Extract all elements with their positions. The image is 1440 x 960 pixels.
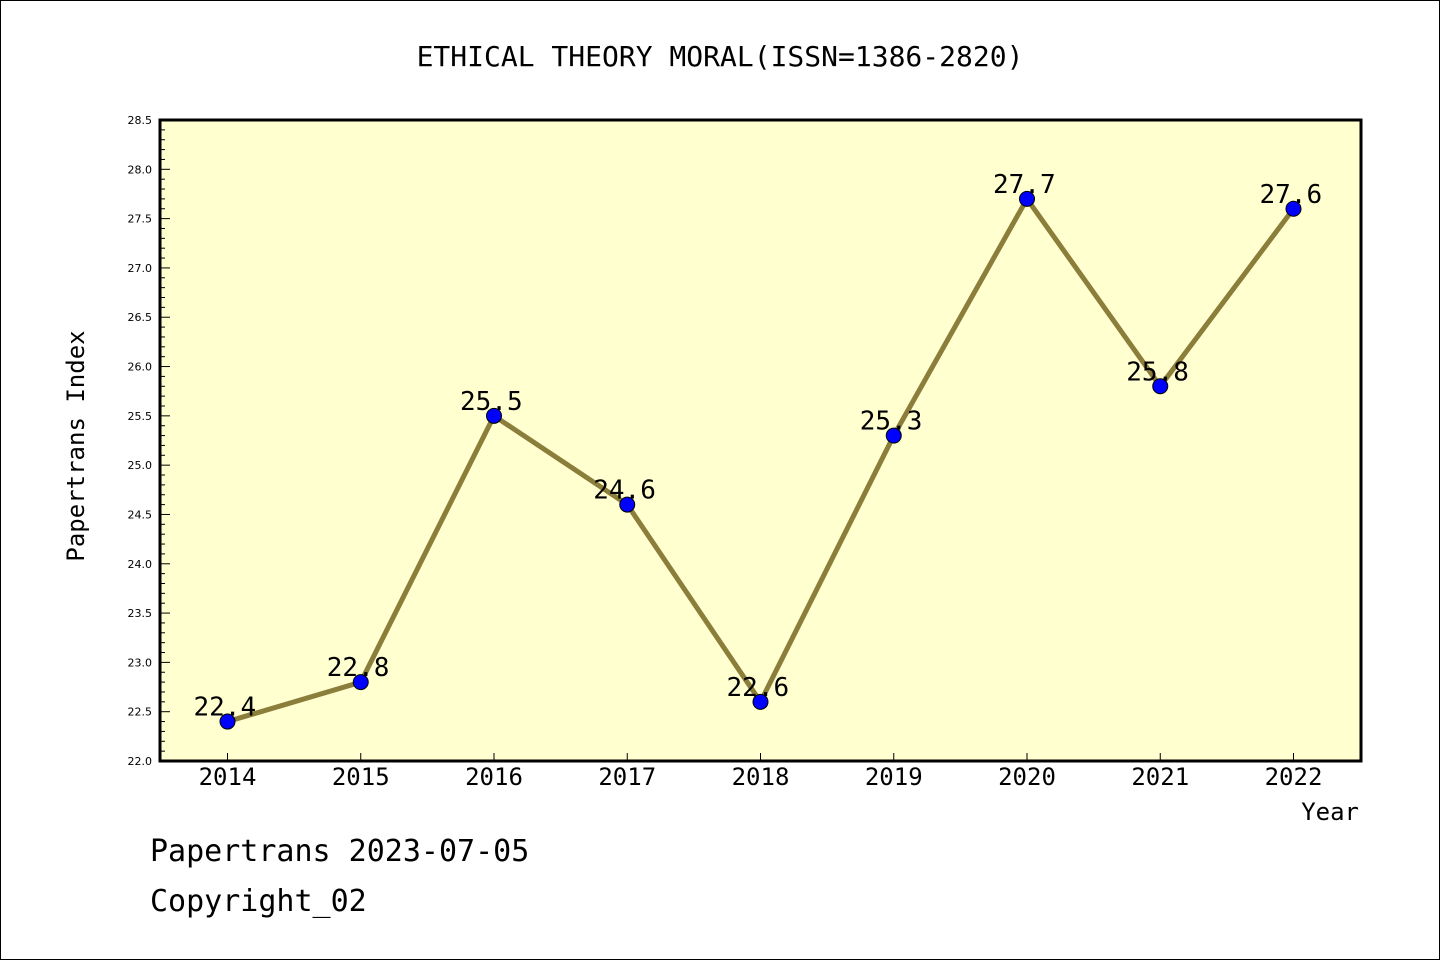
data-label: 25.8 [1126, 357, 1189, 387]
x-tick-label: 2021 [1131, 763, 1189, 791]
x-tick-label: 2018 [732, 763, 790, 791]
chart-title: ETHICAL THEORY MORAL(ISSN=1386-2820) [417, 40, 1024, 73]
footer-copyright-line: Copyright_02 [150, 884, 367, 919]
y-tick-label: 27.0 [128, 262, 153, 275]
data-label: 24.6 [593, 476, 656, 506]
y-tick-label: 22.5 [128, 706, 153, 719]
y-axis-label: Papertrans Index [62, 330, 90, 561]
plot-area [158, 118, 1363, 763]
x-tick-label: 2020 [998, 763, 1056, 791]
data-label: 22.4 [194, 693, 257, 723]
y-tick-label: 25.0 [128, 459, 153, 472]
x-tick-label: 2022 [1265, 763, 1323, 791]
x-tick-label: 2016 [465, 763, 523, 791]
y-tick-label: 24.5 [128, 508, 153, 521]
series-group: 22.4 22.8 25.5 24.6 22.6 25.3 27.7 25.8 27.6 [194, 170, 1323, 730]
x-tick-label: 2017 [598, 763, 656, 791]
x-tick-label: 2015 [332, 763, 390, 791]
data-label: 27.6 [1260, 180, 1323, 210]
data-label: 25.5 [460, 387, 523, 417]
data-point [1285, 200, 1302, 217]
y-tick-label: 26.0 [128, 361, 153, 374]
footer-date-line: Papertrans 2023-07-05 [150, 834, 530, 869]
x-tick-label: 2019 [865, 763, 923, 791]
data-point [1019, 190, 1035, 207]
y-axis: 22.0 22.5 23.0 23.5 24.0 24.5 25.0 25.5 26.0 26.5… [128, 114, 170, 768]
y-tick-label: 27.5 [128, 213, 153, 226]
x-tick-label: 2014 [199, 763, 257, 791]
data-point [1152, 378, 1169, 395]
y-tick-label: 23.0 [128, 656, 153, 669]
x-axis-label: Year [1301, 798, 1359, 826]
y-tick-label: 28.0 [128, 163, 153, 176]
data-label: 25.3 [860, 407, 923, 437]
y-tick-label: 25.5 [128, 410, 153, 423]
data-point [619, 496, 636, 513]
data-point [219, 713, 236, 730]
y-tick-label: 24.0 [128, 558, 153, 571]
y-tick-label: 26.5 [128, 311, 153, 324]
data-label: 22.6 [727, 673, 790, 703]
data-point [885, 427, 902, 444]
data-point [486, 407, 502, 424]
data-point [752, 693, 769, 710]
data-label: 27.7 [993, 170, 1056, 200]
data-label: 22.8 [327, 653, 390, 683]
y-tick-label: 22.0 [128, 755, 153, 768]
data-point [352, 674, 369, 691]
y-tick-label: 28.5 [128, 114, 153, 127]
y-tick-label: 23.5 [128, 607, 153, 620]
x-axis: 2014 2015 2016 2017 2018 2019 2020 2021 2022 [199, 753, 1323, 791]
